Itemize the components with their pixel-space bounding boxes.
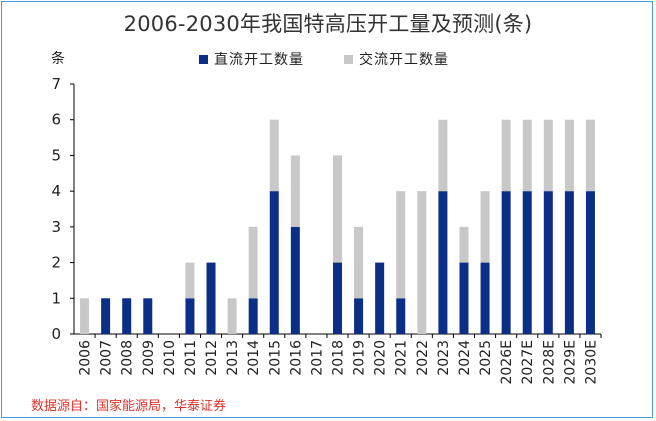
- bar-dc: [269, 191, 279, 334]
- bar-dc: [185, 298, 195, 334]
- x-tick-label: 2024: [457, 340, 473, 376]
- legend-label-dc: 直流开工数量: [214, 52, 304, 68]
- bar-ac: [80, 298, 90, 334]
- y-tick-label: 6: [51, 111, 61, 129]
- bar-dc: [101, 298, 111, 334]
- bar-ac: [480, 191, 490, 263]
- x-tick-label: 2008: [120, 340, 136, 376]
- x-tick-label: 2020: [373, 340, 389, 376]
- bar-dc: [459, 262, 469, 334]
- bar-ac: [396, 191, 406, 299]
- x-tick-label: 2018: [331, 340, 347, 376]
- bar-dc: [333, 262, 342, 334]
- x-tick-label: 2030E: [583, 340, 599, 384]
- x-tick-label: 2017: [309, 340, 325, 376]
- bar-ac: [417, 191, 427, 334]
- bar-ac: [333, 155, 342, 263]
- bar-ac: [248, 226, 258, 299]
- bar-dc: [522, 191, 532, 334]
- y-tick-label: 2: [51, 254, 61, 272]
- x-tick-label: 2021: [394, 340, 410, 376]
- x-tick-label: 2029E: [562, 340, 578, 384]
- bar-ac: [185, 262, 195, 299]
- x-tick-label: 2014: [246, 340, 262, 376]
- legend-label-ac: 交流开工数量: [359, 52, 449, 68]
- x-tick-label: 2019: [352, 340, 368, 376]
- bar-dc: [375, 262, 385, 334]
- y-tick-label: 0: [51, 325, 61, 343]
- x-tick-label: 2027E: [520, 340, 536, 384]
- x-tick-label: 2006: [78, 340, 94, 376]
- bar-dc: [354, 298, 364, 334]
- bar-ac: [438, 119, 448, 192]
- bar-dc: [248, 298, 258, 334]
- x-tick-label: 2009: [141, 340, 157, 376]
- bar-ac: [269, 119, 279, 192]
- legend: 直流开工数量 交流开工数量: [0, 49, 656, 69]
- y-tick-label: 3: [51, 218, 61, 236]
- x-tick-label: 2007: [99, 340, 115, 376]
- y-axis-unit-label: 条: [51, 51, 65, 67]
- x-tick-label: 2010: [162, 340, 178, 376]
- bar-dc: [122, 298, 132, 334]
- x-tick-label: 2016: [288, 340, 304, 376]
- x-tick-label: 2012: [204, 340, 220, 376]
- x-tick-label: 2011: [183, 340, 199, 376]
- x-tick-label: 2022: [415, 340, 431, 376]
- bar-ac: [354, 226, 364, 299]
- x-tick-label: 2015: [267, 340, 283, 376]
- source-note: 数据源自：国家能源局，华泰证券: [31, 399, 227, 414]
- y-tick-label: 4: [51, 182, 61, 200]
- y-tick-label: 7: [51, 75, 61, 93]
- x-tick-label: 2013: [225, 340, 241, 376]
- bar-dc: [543, 191, 553, 334]
- legend-item-ac: 交流开工数量: [344, 49, 449, 69]
- bar-dc: [438, 191, 448, 334]
- bar-dc: [396, 298, 406, 334]
- bar-ac: [564, 119, 574, 192]
- bar-ac: [501, 119, 511, 192]
- bar-dc: [480, 262, 490, 334]
- bar-ac: [585, 119, 595, 192]
- bar-dc: [585, 191, 595, 334]
- bar-dc: [143, 298, 153, 334]
- bar-ac: [522, 119, 532, 192]
- x-tick-label: 2023: [436, 340, 452, 376]
- y-tick-label: 1: [51, 289, 61, 307]
- legend-swatch-ac: [344, 54, 353, 64]
- bar-ac: [543, 119, 553, 192]
- x-tick-label: 2028E: [541, 340, 557, 384]
- bar-ac: [290, 155, 300, 227]
- x-tick-label: 2025: [478, 340, 494, 376]
- legend-item-dc: 直流开工数量: [199, 49, 304, 69]
- bar-ac: [459, 226, 469, 263]
- x-tick-label: 2026E: [499, 340, 515, 384]
- legend-swatch-dc: [199, 54, 208, 64]
- y-tick-label: 5: [51, 146, 61, 164]
- chart-title: 2006-2030年我国特高压开工量及预测(条): [123, 12, 533, 36]
- bar-dc: [290, 226, 300, 334]
- bar-ac: [227, 298, 237, 334]
- bar-dc: [206, 262, 216, 334]
- bar-dc: [501, 191, 511, 334]
- bar-dc: [564, 191, 574, 334]
